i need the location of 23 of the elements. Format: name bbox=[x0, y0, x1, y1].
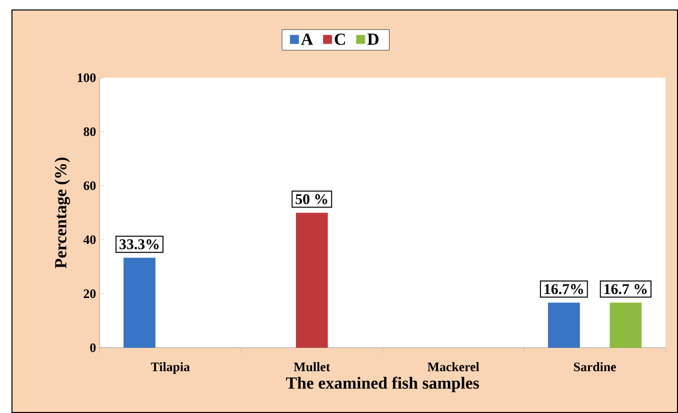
y-tick-label: 100 bbox=[78, 73, 96, 82]
bar bbox=[610, 302, 642, 348]
legend-label: A bbox=[301, 34, 313, 45]
y-tick-label: 0 bbox=[90, 343, 96, 352]
bar bbox=[548, 302, 580, 348]
legend-label: C bbox=[334, 34, 345, 45]
legend-label: D bbox=[367, 34, 378, 45]
data-label: 16.7 % bbox=[604, 284, 647, 294]
x-tick-label: Mullet bbox=[294, 362, 330, 372]
bar bbox=[296, 212, 328, 348]
x-tick-label: Sardine bbox=[574, 362, 616, 372]
y-axis-title: Percentage (%) bbox=[54, 158, 70, 268]
data-label: 16.7% bbox=[544, 284, 583, 294]
y-tick-label: 40 bbox=[83, 235, 96, 244]
bar bbox=[124, 258, 156, 348]
data-label: 33.3% bbox=[120, 239, 159, 250]
x-tick-label: Tilapia bbox=[150, 362, 190, 374]
y-tick-label: 60 bbox=[84, 181, 96, 190]
x-tick-label: Mackerel bbox=[428, 362, 480, 372]
x-axis-title: The examined fish samples bbox=[286, 376, 479, 392]
y-tick-label: 20 bbox=[84, 289, 96, 298]
y-tick-label: 80 bbox=[84, 127, 96, 136]
data-label: 50 % bbox=[296, 194, 328, 204]
